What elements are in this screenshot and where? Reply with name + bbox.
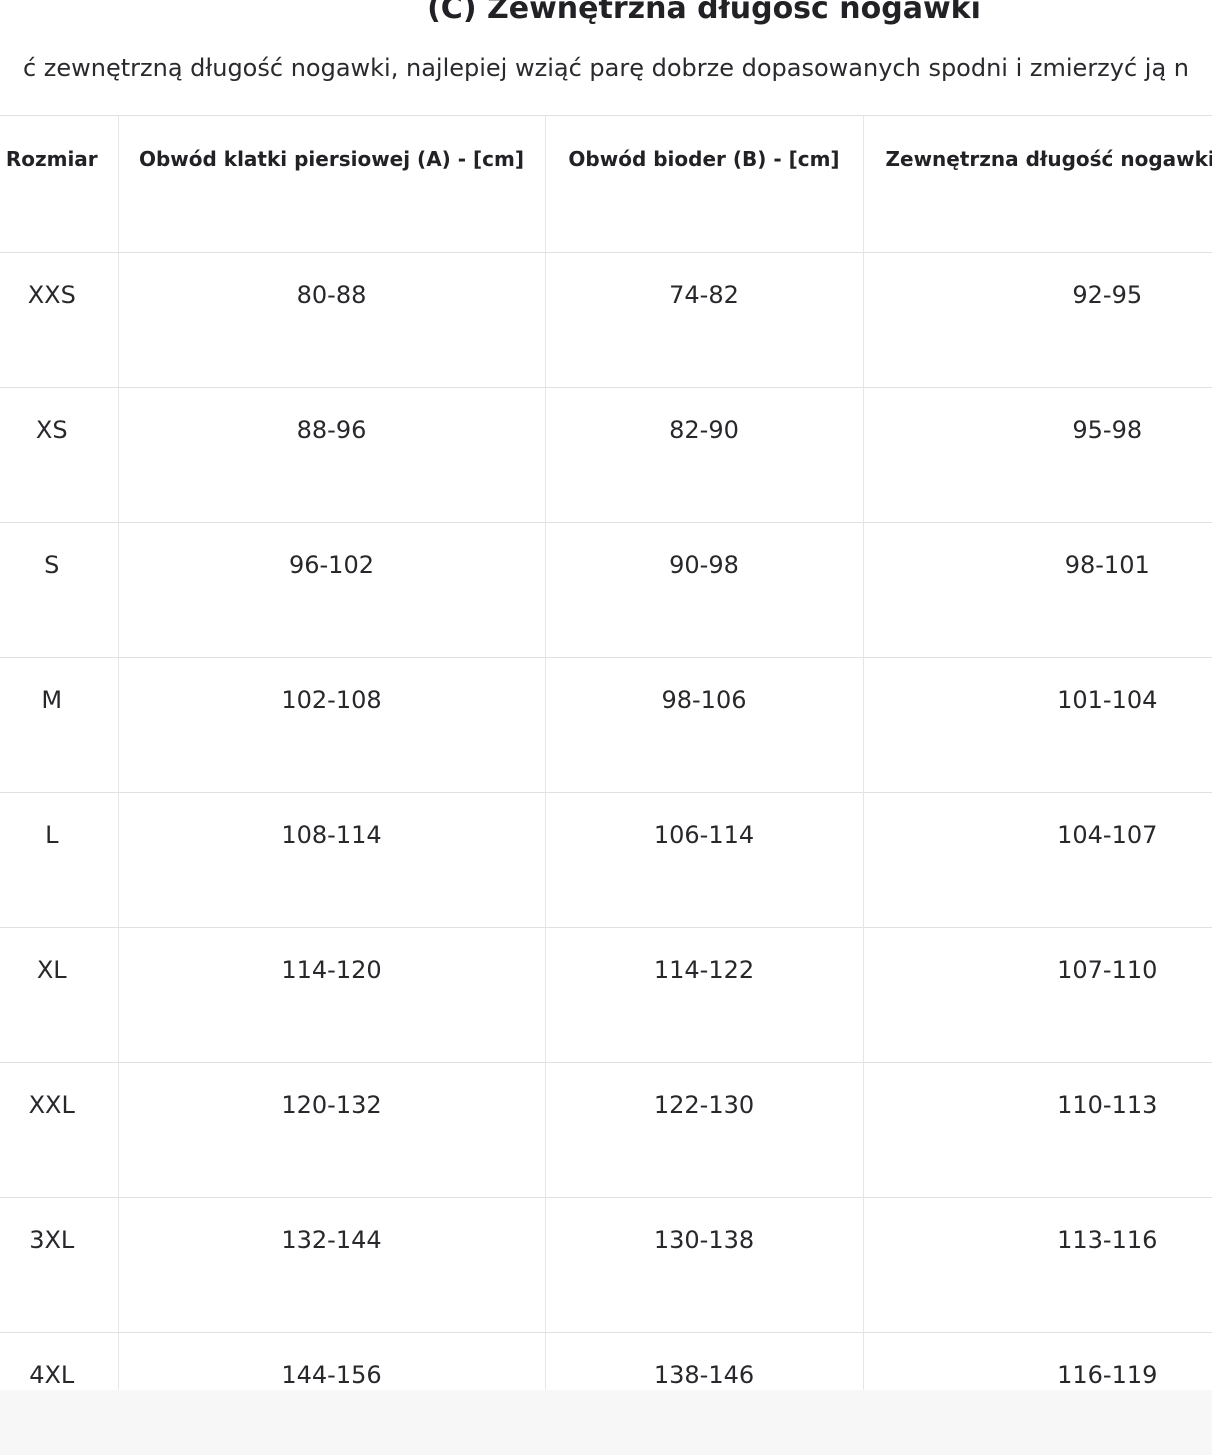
chest-range-cell: 132-144: [117, 1197, 545, 1333]
hips-range-cell: 130-138: [544, 1197, 863, 1333]
chest-range-cell: 88-96: [117, 387, 545, 523]
leg-range-cell: 98-101: [862, 522, 1212, 658]
hips-range-cell: 106-114: [544, 792, 863, 928]
leg-range-cell: 92-95: [862, 252, 1212, 388]
table-row: 3XL 132-144 130-138 113-116: [0, 1197, 1212, 1333]
chest-range-cell: 96-102: [117, 522, 545, 658]
col-header-leg: Zewnętrzna długość nogawki: [862, 115, 1212, 253]
table-row: L 108-114 106-114 104-107: [0, 792, 1212, 928]
footer-bar: [0, 1390, 1212, 1455]
table-row: M 102-108 98-106 101-104: [0, 657, 1212, 793]
leg-range-cell: 113-116: [862, 1197, 1212, 1333]
table-row: XXS 80-88 74-82 92-95: [0, 252, 1212, 388]
table-row: XL 114-120 114-122 107-110: [0, 927, 1212, 1063]
table-row: XS 88-96 82-90 95-98: [0, 387, 1212, 523]
size-cell: XL: [0, 927, 118, 1063]
chest-range-cell: 80-88: [117, 252, 545, 388]
size-chart-table: Rozmiar Obwód klatki piersiowej (A) - [c…: [0, 115, 1212, 1455]
size-cell: XXL: [0, 1062, 118, 1198]
table-row: XXL 120-132 122-130 110-113: [0, 1062, 1212, 1198]
col-header-hips: Obwód bioder (B) - [cm]: [544, 115, 863, 253]
hips-range-cell: 114-122: [544, 927, 863, 1063]
size-cell: XS: [0, 387, 118, 523]
chest-range-cell: 114-120: [117, 927, 545, 1063]
table-header-row: Rozmiar Obwód klatki piersiowej (A) - [c…: [0, 115, 1212, 253]
description-text: ć zewnętrzną długość nogawki, najlepiej …: [22, 54, 1190, 82]
hips-range-cell: 74-82: [544, 252, 863, 388]
chest-range-cell: 120-132: [117, 1062, 545, 1198]
leg-range-cell: 104-107: [862, 792, 1212, 928]
size-cell: M: [0, 657, 118, 793]
page-title: (C) Zewnętrzna długość nogawki: [427, 0, 981, 26]
hips-range-cell: 82-90: [544, 387, 863, 523]
size-cell: L: [0, 792, 118, 928]
hips-range-cell: 122-130: [544, 1062, 863, 1198]
leg-range-cell: 95-98: [862, 387, 1212, 523]
size-cell: 3XL: [0, 1197, 118, 1333]
size-cell: S: [0, 522, 118, 658]
leg-range-cell: 101-104: [862, 657, 1212, 793]
table-row: S 96-102 90-98 98-101: [0, 522, 1212, 658]
size-cell: XXS: [0, 252, 118, 388]
hips-range-cell: 98-106: [544, 657, 863, 793]
col-header-chest: Obwód klatki piersiowej (A) - [cm]: [117, 115, 545, 253]
leg-range-cell: 107-110: [862, 927, 1212, 1063]
col-header-size: Rozmiar: [0, 115, 118, 253]
chest-range-cell: 108-114: [117, 792, 545, 928]
leg-range-cell: 110-113: [862, 1062, 1212, 1198]
chest-range-cell: 102-108: [117, 657, 545, 793]
hips-range-cell: 90-98: [544, 522, 863, 658]
